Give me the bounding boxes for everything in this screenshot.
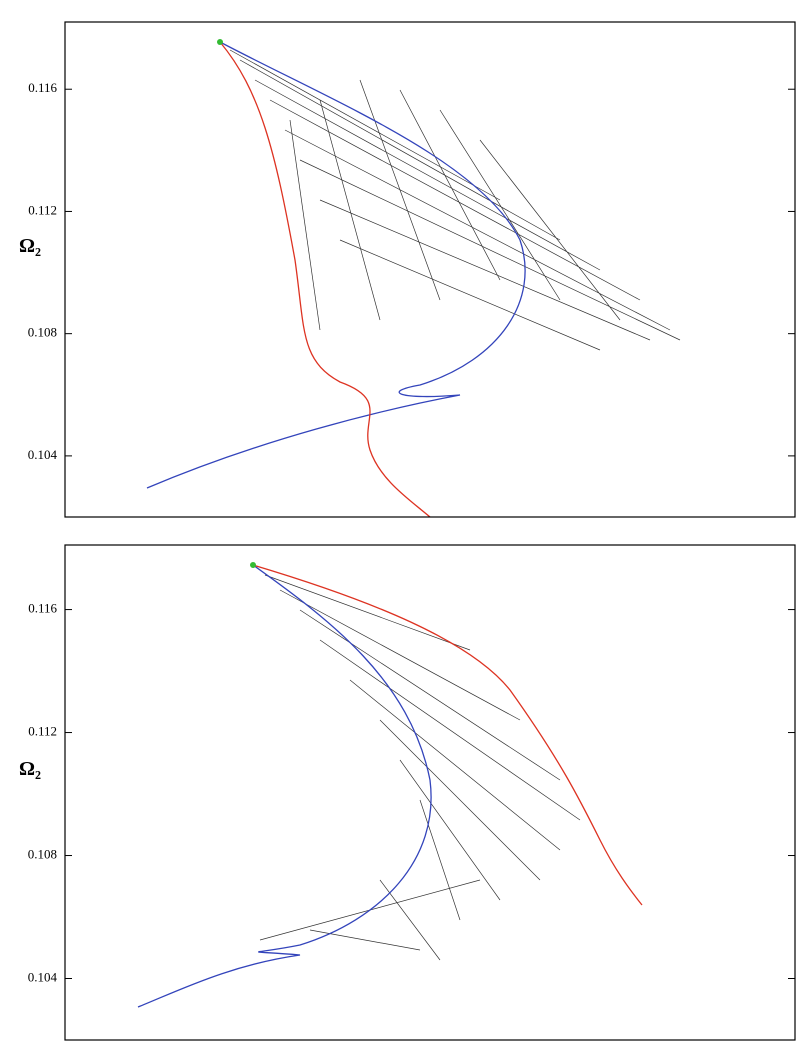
y-tick-label: 0.116 [28,601,57,616]
y-tick-label: 0.108 [28,847,57,862]
figure: 0.104 0.108 0.112 0.116 Ω₂ 0.104 0.108 0.112 0.1… [0,0,800,1057]
y-tick-label: 0.112 [28,202,57,217]
panel-2-curves [138,562,642,1007]
y-axis-label: Ω₂ [19,235,41,257]
plot-frame [65,22,795,517]
y-tick-label: 0.104 [28,969,58,984]
y-axis-label: Ω₂ [19,758,41,780]
plot-frame [65,545,795,1040]
y-tick-label: 0.104 [28,447,58,462]
panel-1-curves [147,39,680,517]
y-tick-label: 0.116 [28,80,57,95]
y-tick-label: 0.108 [28,325,57,340]
y-tick-label: 0.112 [28,724,57,739]
